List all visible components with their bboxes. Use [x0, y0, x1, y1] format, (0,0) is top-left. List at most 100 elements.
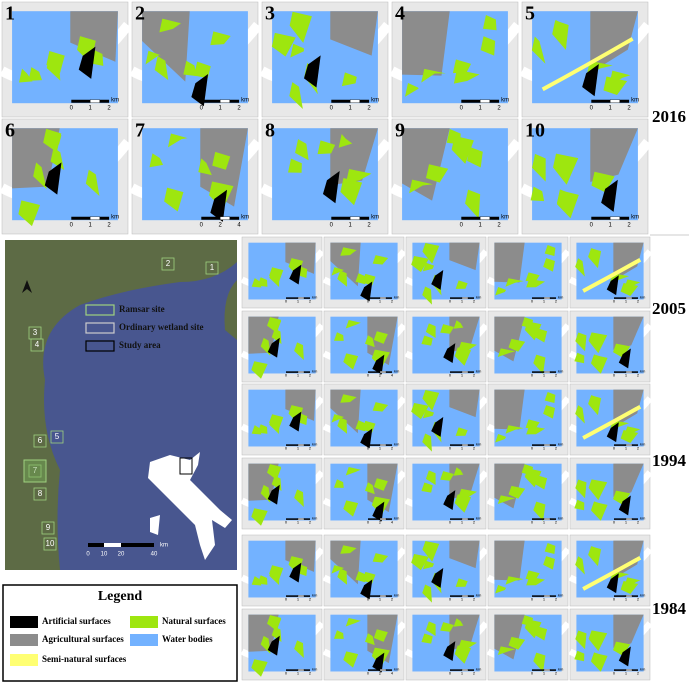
natural-area	[251, 361, 268, 379]
map-legend-label: Ordinary wetland site	[119, 322, 204, 332]
scale-label: 2	[237, 105, 241, 111]
scale-bar-half	[625, 297, 633, 300]
natural-area	[508, 338, 526, 352]
natural-area	[454, 347, 472, 366]
natural-area	[289, 11, 312, 43]
scale-unit: km	[394, 666, 400, 671]
scale-unit: km	[476, 441, 482, 446]
small-map-panel: 0 1 2km	[404, 383, 489, 456]
natural-area	[425, 470, 436, 486]
scale-bar-half	[350, 216, 360, 220]
natural-area	[495, 286, 507, 296]
natural-area	[294, 489, 304, 508]
natural-area	[373, 331, 388, 344]
natural-area	[482, 14, 497, 31]
small-map-panel: 0 2 4km	[322, 310, 407, 383]
scale-label: 2	[637, 596, 640, 601]
natural-area	[543, 556, 555, 570]
scale-label: 1	[297, 445, 300, 450]
scale-label: 2	[107, 222, 111, 228]
site-label: 1	[210, 263, 215, 272]
scale-label: 1	[543, 519, 546, 524]
natural-area	[346, 168, 372, 183]
artificial-area	[289, 411, 302, 432]
natural-area	[294, 342, 304, 361]
scale-label: 2	[473, 298, 476, 303]
natural-area	[530, 186, 545, 202]
overview-scale-label: 20	[118, 552, 125, 558]
scale-label: 1	[349, 222, 353, 228]
natural-area	[365, 482, 375, 495]
artificial-area	[360, 428, 373, 449]
natural-area	[574, 650, 585, 662]
italy-study-area	[179, 457, 193, 475]
scale-label: 0	[330, 222, 334, 228]
scale-label: 0	[285, 298, 288, 303]
scale-label: 0	[531, 519, 534, 524]
scale-label: 2	[627, 222, 631, 228]
agricultural-area	[330, 540, 361, 585]
small-map-panel: 0 1 2km	[568, 534, 653, 607]
map-panel: 0 1 2km 9	[389, 118, 522, 235]
natural-area	[525, 570, 540, 581]
scale-label: 2	[637, 372, 640, 377]
natural-area	[588, 479, 608, 501]
agricultural-area	[494, 389, 525, 430]
natural-area	[508, 636, 526, 650]
scale-label: 0	[531, 445, 534, 450]
scale-bar-half	[297, 371, 305, 374]
scale-label: 2	[391, 445, 394, 450]
semi-natural-area	[582, 257, 642, 293]
scale-bar-half	[379, 669, 387, 671]
legend-title: Legend	[98, 589, 143, 604]
small-map-panel: 0 1 2km	[568, 608, 653, 681]
natural-area	[454, 645, 472, 664]
natural-area	[422, 560, 435, 570]
scale-label: 2	[379, 670, 382, 675]
scale-label: 1	[461, 670, 464, 675]
natural-area	[421, 335, 433, 346]
map-panel: 0 1 2km 4	[389, 1, 522, 118]
natural-area	[591, 501, 608, 521]
scale-label: 2	[497, 222, 501, 228]
panel-number: 2	[135, 3, 145, 25]
scale-unit: km	[241, 214, 249, 220]
scale-unit: km	[558, 515, 564, 520]
scale-label: 1	[461, 298, 464, 303]
small-map-panel: 0 2 4km	[322, 608, 407, 681]
artificial-area	[372, 501, 385, 522]
scale-label: 2	[107, 105, 111, 111]
scale-label: 1	[461, 372, 464, 377]
scale-label: 0	[613, 596, 616, 601]
scale-label: 0	[285, 670, 288, 675]
scale-label: 2	[309, 445, 312, 450]
map-legend-swatch	[85, 304, 115, 316]
natural-area	[422, 584, 432, 603]
scale-label: 0	[330, 105, 334, 111]
scale-unit: km	[640, 368, 646, 373]
site-label: 7	[33, 466, 38, 475]
natural-area	[409, 179, 433, 194]
natural-area	[372, 255, 389, 265]
artificial-area	[431, 567, 444, 588]
scale-label: 2	[379, 372, 382, 377]
overview-scale-label: 0	[86, 552, 90, 558]
scale-label: 0	[285, 445, 288, 450]
scale-bar-half	[379, 444, 387, 447]
agricultural-area	[613, 614, 644, 648]
scale-label: 1	[543, 372, 546, 377]
small-map-panel: 0 1 2km	[568, 457, 653, 530]
scale-bar-half	[543, 444, 551, 447]
small-map-panel: 0 1 2km	[240, 608, 325, 681]
artificial-area	[372, 354, 385, 375]
scale-label: 2	[555, 372, 558, 377]
scale-label: 2	[367, 105, 371, 111]
scale-unit: km	[476, 592, 482, 597]
natural-area	[194, 61, 211, 79]
scale-label: 1	[219, 105, 223, 111]
scale-unit: km	[312, 441, 318, 446]
natural-area	[362, 571, 376, 584]
natural-area	[183, 60, 197, 77]
natural-area	[362, 273, 376, 286]
scale-bar-half	[625, 595, 633, 597]
